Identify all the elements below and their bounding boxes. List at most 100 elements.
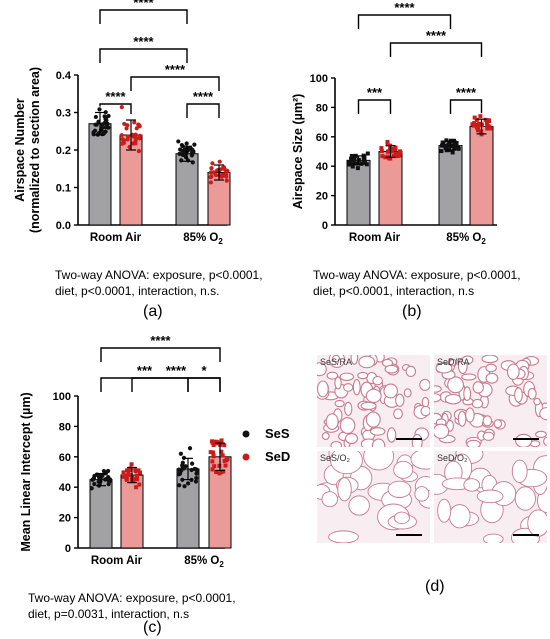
- panel-label-b: (b): [402, 303, 422, 320]
- data-point: [453, 144, 458, 149]
- data-point: [208, 180, 214, 185]
- data-point: [210, 161, 215, 166]
- y-tick-label: 60: [316, 132, 328, 144]
- significance-label: ****: [105, 89, 126, 104]
- data-point: [128, 472, 133, 477]
- data-point: [223, 463, 228, 468]
- alveolus: [321, 432, 330, 440]
- significance-label: ****: [133, 0, 154, 10]
- data-point: [209, 174, 214, 179]
- data-point: [177, 483, 182, 488]
- x-tick-label: 85% O2: [184, 555, 224, 569]
- data-point: [211, 453, 216, 458]
- alveolus: [358, 355, 376, 369]
- alveolus: [448, 358, 458, 367]
- data-point: [137, 482, 142, 487]
- alveolus: [328, 530, 359, 543]
- significance-label: ***: [367, 85, 383, 100]
- significance-bracket: [99, 9, 188, 24]
- alveolus: [420, 405, 430, 417]
- data-point: [93, 122, 98, 127]
- data-point: [476, 121, 481, 126]
- data-point: [484, 121, 489, 126]
- data-point: [192, 142, 197, 147]
- micrograph-label: SeD/O₂: [437, 453, 468, 463]
- data-point: [122, 121, 127, 127]
- alveolus: [365, 388, 382, 404]
- data-point: [391, 153, 396, 158]
- scale-bar: [396, 534, 422, 536]
- data-point: [219, 173, 224, 178]
- data-point: [385, 142, 390, 147]
- data-point: [92, 481, 97, 487]
- bar-sed: [469, 126, 494, 226]
- alveolus: [539, 407, 547, 421]
- data-point: [217, 159, 222, 164]
- alveolus: [325, 413, 339, 430]
- alveolus: [419, 378, 430, 391]
- alveolus: [463, 386, 472, 401]
- bar-ses: [175, 153, 199, 226]
- data-point: [135, 477, 140, 482]
- data-point: [136, 149, 142, 154]
- data-point: [180, 152, 185, 157]
- data-point: [132, 120, 137, 125]
- significance-bracket: [99, 103, 132, 114]
- data-point: [456, 146, 461, 151]
- data-point: [383, 155, 388, 160]
- alveolus: [461, 373, 477, 381]
- legend-marker: [242, 453, 250, 461]
- alveolus: [350, 355, 359, 365]
- data-point: [443, 145, 448, 150]
- alveolus: [448, 504, 471, 529]
- data-point: [224, 178, 229, 183]
- scale-bar: [513, 534, 539, 536]
- significance-label: ****: [394, 0, 415, 15]
- significance-bracket: [130, 76, 220, 91]
- alveolus: [332, 355, 341, 363]
- data-point: [385, 139, 390, 144]
- panel-label-a: (a): [143, 303, 163, 320]
- data-point: [472, 121, 477, 126]
- y-tick-label: 20: [59, 513, 71, 525]
- alveolus: [369, 427, 386, 436]
- alveolus: [334, 399, 345, 408]
- alveolus: [383, 383, 399, 399]
- alveolus: [395, 393, 405, 407]
- alveolus: [317, 362, 327, 377]
- significance-label: ****: [165, 62, 186, 77]
- data-point: [180, 460, 185, 465]
- data-point: [103, 120, 108, 125]
- significance-label: ****: [150, 333, 171, 348]
- micrograph-ses-o2: SeS/O₂: [317, 451, 430, 543]
- alveolus: [386, 427, 397, 443]
- x-tick-label: 85% O2: [183, 232, 223, 246]
- alveolus: [485, 363, 497, 373]
- x-tick-label: 85% O2: [446, 232, 486, 246]
- data-point: [177, 151, 182, 156]
- alveolus: [344, 401, 353, 416]
- chart-b: 0 20 40 60 80 100 Airspace Size (µm²) Room Air 8…: [291, 0, 497, 246]
- alveolus: [481, 355, 499, 364]
- significance-bracket: [357, 99, 392, 114]
- significance-label: ****: [456, 85, 477, 100]
- data-point: [214, 470, 219, 475]
- data-point: [184, 141, 189, 146]
- x-tick-label: Room Air: [90, 232, 142, 244]
- alveolus: [339, 372, 355, 381]
- data-point: [90, 477, 95, 482]
- data-point: [92, 128, 98, 133]
- data-point: [478, 114, 483, 119]
- micrograph-label: SeS/O₂: [320, 453, 351, 463]
- data-point: [215, 168, 220, 173]
- y-axis-label-line: Airspace Size (µm²): [291, 94, 305, 210]
- data-point: [133, 132, 138, 137]
- data-point: [390, 146, 395, 151]
- alveolus: [326, 371, 339, 380]
- data-point: [102, 114, 107, 119]
- micrograph-panel: SeS/RA SeD/RA SeS/O₂ SeD/O₂: [315, 355, 550, 545]
- significance-bracket: [100, 347, 221, 362]
- scale-bar: [513, 438, 539, 440]
- data-point: [186, 481, 191, 486]
- alveolus: [414, 486, 430, 502]
